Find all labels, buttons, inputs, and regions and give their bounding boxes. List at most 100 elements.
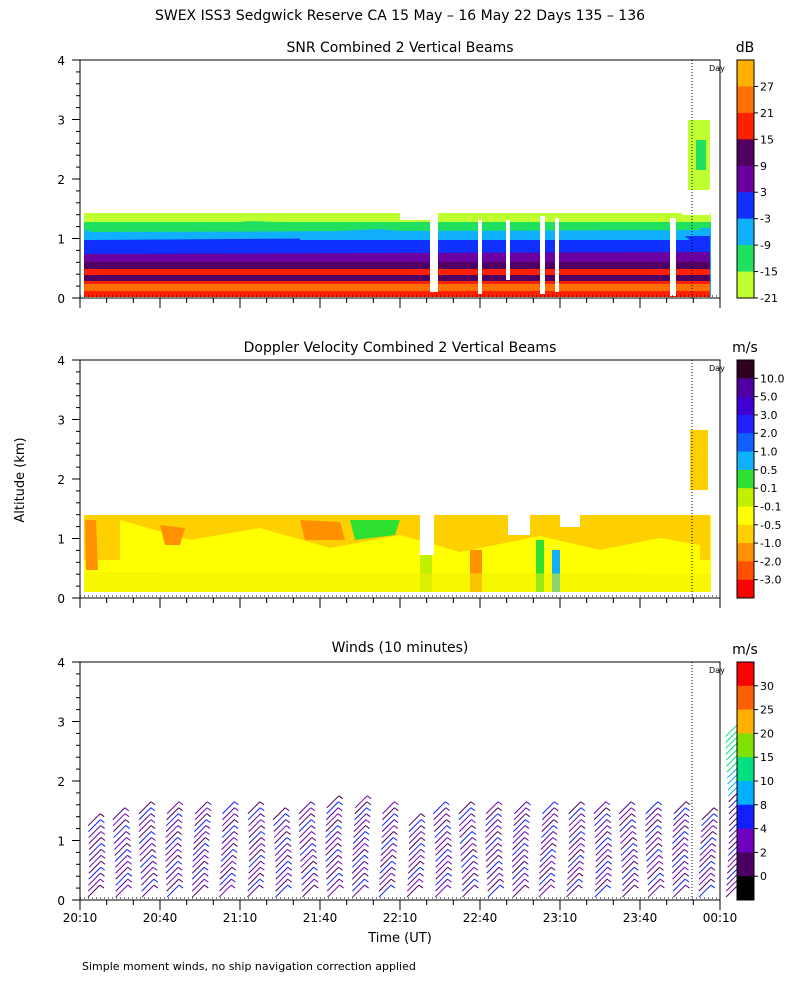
wind-barb-flag — [100, 825, 105, 829]
wind-barb-flag — [177, 825, 183, 829]
wind-barb-flag — [287, 866, 293, 871]
wind-barb-flag — [710, 878, 716, 883]
wind-barb — [165, 866, 179, 880]
wind-barb-flag — [658, 848, 663, 853]
wind-barb-flag — [338, 872, 344, 877]
y-tick-label: 0 — [57, 894, 65, 908]
wind-barb-flag — [177, 819, 183, 824]
wind-barb-flag — [311, 837, 317, 841]
wind-barb-flag — [150, 801, 156, 806]
wind-barb-flag — [311, 831, 316, 835]
colorbar-tick-label: 0.1 — [760, 482, 778, 495]
colorbar-2: 10.0 5.0 3.0 2.0 1.0 0.5 0.1 -0.1 -0.5 -1.0 -2.0 -3… — [732, 340, 785, 599]
wind-barb — [593, 801, 607, 815]
wind-barb-flag — [100, 819, 105, 824]
wind-barb-flag — [231, 866, 237, 871]
wind-barb-flag — [393, 819, 399, 824]
wind-barb — [435, 849, 449, 862]
wind-profile — [485, 801, 505, 898]
wind-barb-flag — [524, 831, 530, 835]
wind-barb — [513, 813, 527, 827]
wind-barb-flag — [419, 860, 425, 865]
wind-barb-flag — [420, 854, 425, 859]
wind-barb-flag — [260, 819, 266, 824]
wind-barb — [700, 825, 714, 838]
wind-barb-flag — [553, 819, 559, 824]
doppler-panel: Doppler Velocity Combined 2 Vertical Bea… — [84, 340, 711, 592]
wind-barb — [540, 837, 554, 850]
y-axis-label: Altitude (km) — [13, 437, 28, 522]
wind-barb-flag — [287, 848, 292, 853]
wind-barb-flag — [580, 801, 586, 806]
wind-barb-flag — [471, 831, 477, 835]
wind-barb-flag — [447, 872, 452, 877]
wind-barb-flag — [579, 860, 585, 865]
colorbar-swatch — [737, 192, 754, 220]
colorbar-tick-label: -2.0 — [760, 555, 781, 568]
wind-barb — [88, 819, 101, 832]
colorbar-swatch — [737, 271, 754, 299]
wind-barb-flag — [152, 860, 158, 865]
wind-barb — [645, 843, 659, 856]
wind-barb — [618, 807, 632, 821]
wind-barb — [672, 819, 686, 832]
wind-barb — [115, 866, 129, 880]
wind-barb — [538, 878, 552, 892]
wind-barb — [219, 866, 233, 880]
colorbar-tick-label: -1.0 — [760, 537, 781, 550]
wind-barb-flag — [259, 807, 265, 812]
x-tick-label: 22:40 — [463, 911, 498, 925]
wind-barb — [115, 872, 129, 886]
colorbar-swatch — [737, 433, 754, 453]
wind-barb-flag — [471, 825, 476, 829]
wind-barb-flag — [447, 848, 452, 853]
wind-barb — [194, 801, 208, 815]
wind-barb-flag — [337, 813, 343, 818]
wind-barb — [88, 843, 102, 856]
wind-barb-flag — [260, 825, 266, 829]
wind-barb-flag — [313, 872, 319, 877]
wind-barb — [461, 860, 475, 874]
wind-barb-flag — [363, 854, 369, 859]
wind-barb-flag — [605, 801, 611, 806]
wind-barb-flag — [207, 801, 212, 806]
wind-barb — [673, 884, 686, 898]
wind-barb-flag — [364, 878, 369, 883]
wind-barb-flag — [498, 860, 503, 865]
wind-barb — [299, 837, 313, 850]
wind-barb-flag — [153, 872, 158, 877]
wind-barb-flag — [523, 848, 529, 853]
wind-barb — [622, 878, 635, 892]
footnote: Simple moment winds, no ship navigation … — [82, 960, 416, 973]
wind-barb-flag — [606, 825, 612, 829]
wind-barb — [646, 849, 659, 862]
wind-barb — [647, 872, 661, 886]
wind-barb-flag — [497, 801, 503, 806]
wind-barb — [673, 801, 687, 815]
wind-barb — [351, 872, 365, 886]
wind-barb-flag — [313, 878, 319, 883]
wind-barb-flag — [205, 831, 210, 835]
wind-barb — [408, 831, 422, 844]
wind-barb — [192, 837, 206, 850]
wind-barb — [381, 813, 395, 827]
wind-barb-flag — [203, 872, 209, 877]
wind-barb-flag — [393, 831, 398, 835]
wind-barb-flag — [684, 872, 690, 877]
wind-profile — [458, 801, 479, 898]
wind-barb-flag — [550, 878, 556, 883]
wind-barb-flag — [203, 866, 209, 871]
wind-barb — [568, 819, 582, 832]
wind-barb — [88, 831, 102, 844]
wind-barb-flag — [685, 801, 691, 806]
wind-barb — [621, 849, 634, 862]
wind-barb-flag — [607, 860, 613, 865]
colorbar-units: m/s — [732, 642, 758, 658]
wind-barb — [594, 872, 608, 886]
colorbar-swatch — [737, 245, 754, 273]
colorbar-units: m/s — [732, 340, 758, 356]
wind-barb — [165, 813, 179, 827]
wind-barb-flag — [659, 866, 664, 871]
wind-barb-flag — [553, 807, 559, 812]
